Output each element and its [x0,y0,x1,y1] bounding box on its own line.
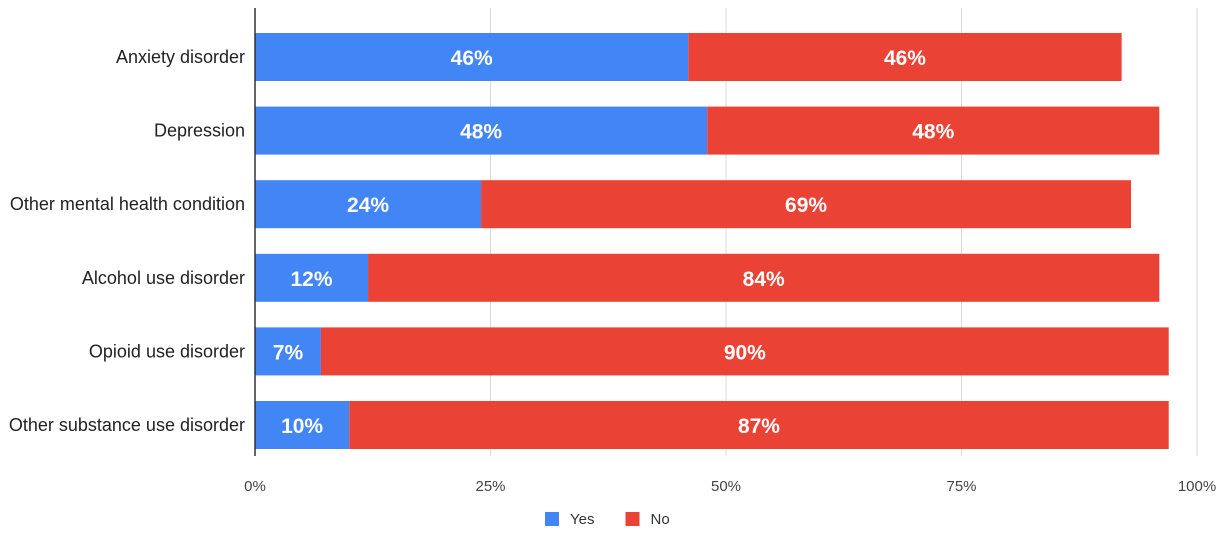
bar-data-label: 84% [743,268,785,291]
x-tick-labels: 0% 25% 50% 75% 100% [244,478,1216,495]
bar-no [320,327,1169,376]
bar-data-label: 7% [273,341,304,364]
bar-data-label: 48% [912,121,954,144]
bar-data-label: 12% [291,268,333,291]
x-tick-label: 25% [475,478,505,495]
legend-swatch-yes [545,512,559,526]
category-label: Depression [154,121,245,141]
bar-data-label: 46% [451,47,493,70]
x-tick-label: 100% [1178,478,1216,495]
bar-data-label: 87% [738,415,780,438]
bar-yes [255,253,369,302]
x-tick-label: 0% [244,478,266,495]
grid-lines [490,8,1198,456]
bar-yes [255,401,350,449]
bars: 46% 46% 48% 48% 24% 69% 12% 84% 7% 90% 10% 87% [255,33,1169,449]
category-label: Other mental health condition [10,194,245,214]
legend: Yes No [545,511,670,528]
legend-label: Yes [570,511,594,528]
category-label: Other substance use disorder [9,415,245,435]
bar-no [481,180,1132,229]
category-label: Opioid use disorder [89,341,245,361]
x-tick-label: 50% [711,478,741,495]
bar-no [688,33,1122,81]
bar-data-label: 46% [884,47,926,70]
bar-data-label: 24% [347,194,389,217]
category-label: Anxiety disorder [116,47,245,67]
bar-no [707,106,1160,155]
bar-data-label: 48% [460,121,502,144]
legend-label: No [651,511,670,528]
bar-data-label: 10% [281,415,323,438]
bar-yes [255,106,708,155]
bar-data-label: 69% [785,194,827,217]
x-tick-label: 75% [946,478,976,495]
category-labels: Anxiety disorder Depression Other mental h… [9,47,245,435]
bar-yes [255,327,321,376]
bar-data-label: 90% [724,341,766,364]
bar-no [349,401,1169,449]
bar-no [368,253,1160,302]
category-label: Alcohol use disorder [82,268,245,288]
bar-yes [255,33,689,81]
bar-yes [255,180,482,229]
legend-swatch-no [625,512,640,526]
